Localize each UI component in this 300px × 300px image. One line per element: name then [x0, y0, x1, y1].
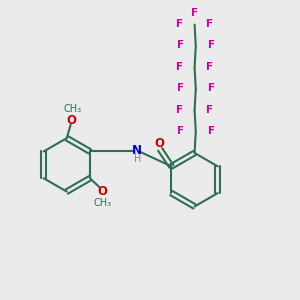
- Text: F: F: [176, 105, 183, 115]
- Text: F: F: [176, 19, 183, 29]
- Text: O: O: [154, 137, 164, 150]
- Text: F: F: [208, 126, 215, 136]
- Text: F: F: [191, 8, 198, 18]
- Text: O: O: [67, 114, 76, 127]
- Text: F: F: [176, 62, 183, 72]
- Text: O: O: [98, 185, 107, 198]
- Text: F: F: [206, 105, 214, 115]
- Text: F: F: [177, 83, 184, 93]
- Text: F: F: [208, 40, 215, 50]
- Text: F: F: [177, 40, 184, 50]
- Text: F: F: [206, 62, 214, 72]
- Text: CH₃: CH₃: [63, 104, 82, 114]
- Text: N: N: [132, 144, 142, 158]
- Text: F: F: [206, 19, 214, 29]
- Text: CH₃: CH₃: [93, 198, 112, 208]
- Text: F: F: [208, 83, 215, 93]
- Text: F: F: [177, 126, 184, 136]
- Text: H: H: [134, 154, 142, 164]
